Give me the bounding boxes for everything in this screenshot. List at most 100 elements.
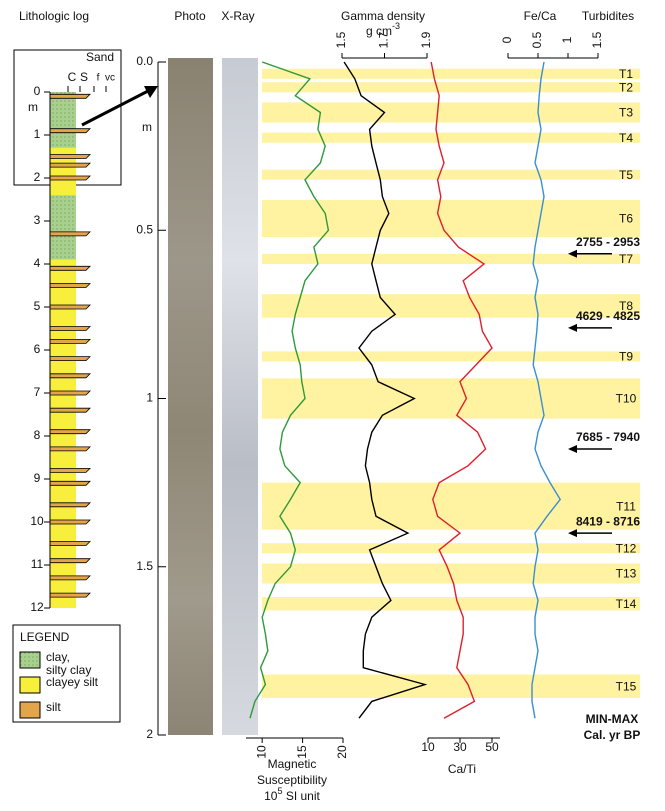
profile-line bbox=[343, 61, 428, 719]
turbidite-band bbox=[262, 563, 640, 584]
y-tick-label: 2 bbox=[34, 170, 41, 184]
y-tick-label: 0 bbox=[34, 84, 41, 98]
x-tick-label: 1.5 bbox=[334, 31, 348, 48]
panel-unit-part: 5 bbox=[277, 786, 282, 796]
zoom-arrow-head bbox=[144, 86, 158, 98]
y-tick-label: 9 bbox=[34, 471, 41, 485]
age-arrow-head bbox=[568, 529, 577, 538]
turbidite-label: T10 bbox=[616, 392, 637, 406]
silt-bed bbox=[49, 304, 91, 310]
x-tick-label: 20 bbox=[335, 745, 349, 759]
legend-title: LEGEND bbox=[20, 630, 70, 644]
x-tick-label: 30 bbox=[453, 740, 467, 754]
turbidite-label: T9 bbox=[619, 350, 633, 364]
panel-unit-part: SI unit bbox=[283, 789, 321, 803]
y-tick-label: 5 bbox=[34, 299, 41, 313]
age-label: 8419 - 8716 bbox=[576, 514, 640, 528]
grain-title: Sand bbox=[86, 50, 114, 64]
turbidite-label: T7 bbox=[619, 252, 633, 266]
grain-label: S bbox=[80, 70, 88, 84]
panel-unit: g cm-3 bbox=[366, 21, 400, 38]
age-arrow-head bbox=[568, 444, 577, 453]
profile-line bbox=[430, 61, 493, 719]
turbidite-band bbox=[262, 482, 640, 530]
x-tick-label: 15 bbox=[295, 745, 309, 759]
lithology-texture bbox=[50, 195, 76, 260]
y-tick-label: 11 bbox=[31, 557, 44, 571]
y-tick-label: 1 bbox=[146, 391, 153, 405]
y-tick-label: 6 bbox=[34, 342, 41, 356]
turbidite-band bbox=[262, 253, 640, 264]
turbidite-label: T5 bbox=[619, 168, 633, 182]
turbidite-band bbox=[262, 102, 640, 123]
silt-bed bbox=[49, 429, 91, 435]
age-label: 7685 - 7940 bbox=[576, 430, 640, 444]
y-tick-label: 1 bbox=[34, 127, 41, 141]
legend-swatch bbox=[19, 676, 41, 694]
x-tick-label: 1.7 bbox=[377, 31, 391, 48]
chart-title: Lithologic log bbox=[19, 9, 89, 23]
panel-unit-part: 10 bbox=[264, 789, 278, 803]
profile-line bbox=[531, 61, 562, 719]
turbidite-label: T12 bbox=[616, 541, 637, 555]
silt-bed bbox=[49, 154, 91, 159]
silt-bed bbox=[49, 175, 91, 181]
y-axis-label: m bbox=[28, 100, 38, 114]
legend-label: silt bbox=[46, 700, 61, 714]
turbidite-label: T3 bbox=[619, 106, 633, 120]
ages-title: MIN-MAX bbox=[586, 712, 639, 726]
age-arrow-head bbox=[568, 323, 577, 332]
x-tick-label: 1 bbox=[560, 36, 574, 43]
x-tick-label: 1.5 bbox=[590, 31, 604, 48]
turbidite-band bbox=[262, 294, 640, 318]
core-photo bbox=[168, 58, 213, 735]
y-axis-label: m bbox=[142, 120, 152, 134]
turbidite-band bbox=[262, 82, 640, 93]
silt-bed bbox=[49, 480, 91, 486]
turbidites-title: Turbidites bbox=[582, 9, 634, 23]
y-tick-label: 4 bbox=[34, 256, 41, 270]
silt-bed bbox=[49, 356, 91, 362]
y-tick-label: 0.0 bbox=[136, 54, 153, 68]
turbidite-label: T6 bbox=[619, 212, 633, 226]
y-tick-label: 2 bbox=[146, 727, 153, 741]
silt-bed bbox=[49, 390, 91, 396]
y-tick-label: 12 bbox=[30, 600, 44, 614]
silt-bed bbox=[49, 558, 91, 564]
column-title: Photo bbox=[174, 9, 206, 23]
turbidite-label: T8 bbox=[619, 299, 633, 313]
turbidite-label: T11 bbox=[616, 499, 636, 513]
silt-bed bbox=[49, 502, 91, 508]
y-tick-label: 0.5 bbox=[136, 222, 153, 236]
turbidite-label: T1 bbox=[619, 67, 633, 81]
turbidite-label: T4 bbox=[619, 131, 633, 145]
legend-texture bbox=[20, 652, 40, 668]
panel-unit-part: g cm bbox=[366, 24, 392, 38]
turbidite-label: T14 bbox=[616, 597, 637, 611]
column-title: X-Ray bbox=[221, 9, 254, 23]
silt-bed bbox=[49, 592, 91, 598]
grain-label: f bbox=[97, 73, 100, 84]
panel-title: Fe/Ca bbox=[524, 9, 557, 23]
silt-bed bbox=[49, 407, 91, 413]
turbidite-label: T2 bbox=[619, 80, 633, 94]
panel-title: Magnetic bbox=[268, 757, 317, 771]
turbidite-label: T13 bbox=[616, 567, 637, 581]
turbidite-band bbox=[262, 199, 640, 237]
y-tick-label: 10 bbox=[30, 514, 44, 528]
silt-bed bbox=[49, 93, 91, 99]
x-tick-label: 50 bbox=[485, 740, 499, 754]
turbidite-band bbox=[262, 543, 640, 554]
legend-label: clay, bbox=[46, 650, 70, 664]
silt-bed bbox=[49, 575, 91, 581]
panel-unit: 105 SI unit bbox=[264, 786, 320, 803]
silt-bed bbox=[49, 373, 91, 379]
turbidite-band bbox=[262, 169, 640, 180]
age-arrow-head bbox=[568, 249, 577, 258]
x-tick-label: 0.5 bbox=[530, 31, 544, 48]
turbidite-band bbox=[262, 597, 640, 611]
x-tick-label: 10 bbox=[421, 740, 435, 754]
turbidite-band bbox=[262, 132, 640, 143]
panel-title: Ca/Ti bbox=[448, 762, 476, 776]
panel-title: Susceptibility bbox=[257, 773, 327, 787]
